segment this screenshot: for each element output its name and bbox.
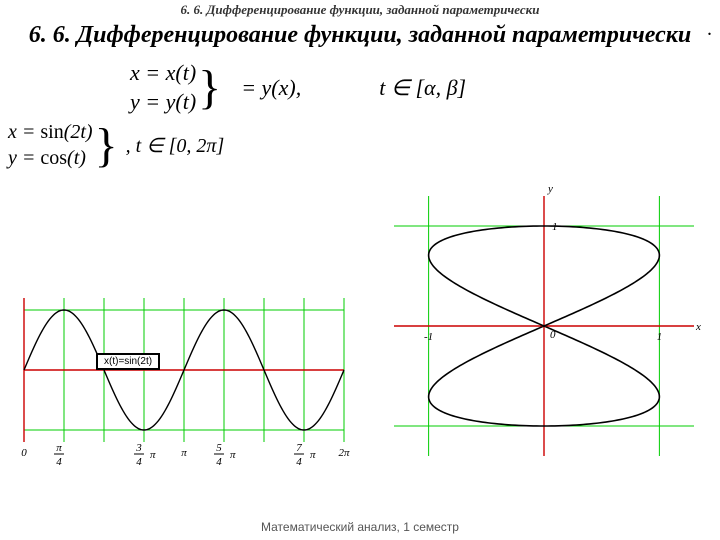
brace-icon: }	[93, 122, 120, 170]
svg-text:π: π	[310, 449, 316, 461]
svg-text:7: 7	[296, 442, 302, 454]
svg-text:y: y	[547, 183, 553, 195]
header-small: 6. 6. Дифференцирование функции, заданно…	[0, 0, 720, 18]
svg-text:2π: 2π	[338, 447, 350, 459]
svg-text:1: 1	[657, 331, 663, 343]
eq-y-example: y = cos(t)	[8, 147, 93, 170]
svg-text:1: 1	[552, 221, 558, 233]
header-dot: .	[707, 18, 712, 41]
svg-text:4: 4	[136, 456, 142, 468]
svg-text:-1: -1	[424, 331, 433, 343]
footer-text: Математический анализ, 1 семестр	[0, 520, 720, 534]
sine-legend: x(t)=sin(2t)	[96, 353, 160, 370]
equation-example: x = sin(2t) y = cos(t) } , t ∈ [0, 2π]	[0, 121, 720, 170]
eq-x-general: x = x(t)	[130, 60, 196, 86]
lissajous-chart: -1 1 1 0 x y	[374, 176, 714, 476]
svg-text:4: 4	[296, 456, 302, 468]
svg-text:x: x	[695, 321, 701, 333]
svg-text:0: 0	[21, 447, 27, 459]
eq-y-general: y = y(t)	[130, 89, 196, 115]
svg-text:π: π	[230, 449, 236, 461]
charts-area: 0π434ππ54π74π2π x(t)=sin(2t) -1110xy	[0, 168, 720, 498]
section-title: 6. 6. Дифференцирование функции, заданно…	[0, 18, 720, 56]
svg-text:π: π	[150, 449, 156, 461]
eq-result: = y(x),	[241, 75, 301, 101]
svg-text:3: 3	[135, 442, 142, 454]
brace-icon: }	[196, 64, 223, 112]
svg-text:π: π	[181, 447, 187, 459]
sine-chart: 0π434ππ54π74π2π x(t)=sin(2t)	[6, 288, 356, 478]
eq-domain-general: t ∈ [α, β]	[379, 75, 466, 101]
svg-text:π: π	[56, 442, 62, 454]
svg-text:4: 4	[216, 456, 222, 468]
eq-x-example: x = sin(2t)	[8, 121, 93, 144]
svg-text:5: 5	[216, 442, 222, 454]
eq-domain-example: , t ∈ [0, 2π]	[126, 133, 225, 158]
svg-text:4: 4	[56, 456, 62, 468]
svg-text:0: 0	[550, 329, 556, 341]
equation-general: x = x(t) y = y(t) } = y(x), t ∈ [α, β]	[0, 60, 720, 115]
